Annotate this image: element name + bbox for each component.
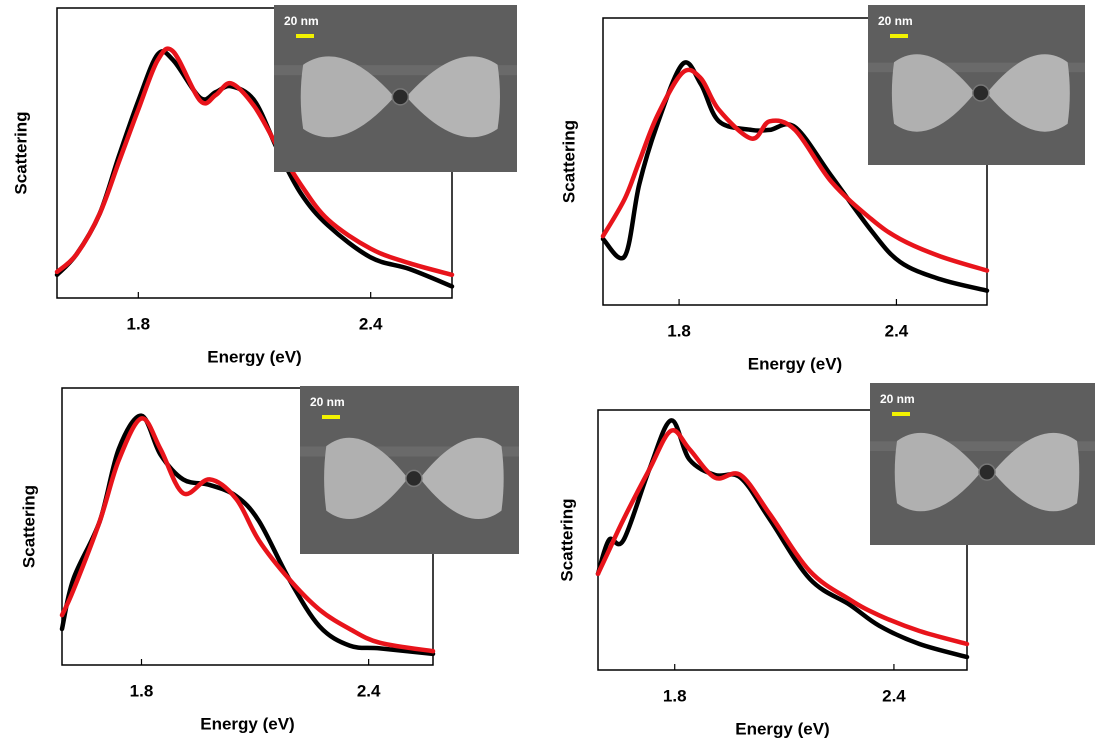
scale-bar-label: 20 nm: [880, 392, 915, 406]
nanoparticle-left: [891, 54, 975, 132]
spectrum-line: [600, 60, 990, 293]
nanoparticle-center: [391, 88, 410, 106]
y-axis-label: Scattering: [11, 111, 30, 194]
x-tick-label: 1.8: [663, 686, 687, 705]
scale-bar: [892, 412, 910, 416]
sem-inset: 20 nm: [870, 383, 1095, 545]
x-tick-label: 2.4: [882, 686, 906, 705]
x-tick-label: 1.8: [667, 321, 691, 340]
x-tick-label: 2.4: [357, 681, 381, 700]
x-tick-label: 2.4: [359, 314, 383, 333]
nanoparticle-left: [894, 432, 981, 512]
inset-strip: [868, 62, 1085, 73]
spectrum-line: [59, 416, 436, 654]
scale-bar: [296, 34, 314, 38]
sem-inset: 20 nm: [868, 5, 1085, 165]
scale-bar-label: 20 nm: [310, 395, 345, 409]
nanoparticle-center: [972, 84, 990, 102]
nanoparticle-left: [324, 437, 408, 520]
y-axis-label: Scattering: [19, 485, 38, 568]
x-tick-label: 2.4: [885, 321, 909, 340]
x-axis-label: Energy (eV): [200, 714, 294, 733]
y-axis-label: Scattering: [559, 120, 578, 203]
nanoparticle-right: [419, 437, 504, 520]
spectrum-line: [600, 67, 990, 273]
x-tick-label: 1.8: [130, 681, 154, 700]
spectrum-line: [595, 428, 970, 647]
x-tick-label: 1.8: [127, 314, 151, 333]
spectrum-line: [54, 46, 455, 278]
x-axis-label: Energy (eV): [748, 354, 842, 373]
nanoparticle-right: [993, 432, 1080, 512]
y-axis-label: Scattering: [557, 498, 576, 581]
nanoparticle-center: [405, 469, 423, 488]
nanoparticle-right: [986, 54, 1070, 132]
scale-bar-label: 20 nm: [284, 14, 319, 28]
inset-strip: [300, 446, 519, 457]
x-axis-label: Energy (eV): [735, 719, 829, 738]
sem-inset: 20 nm: [274, 5, 517, 172]
nanoparticle-left: [300, 56, 395, 138]
sem-inset: 20 nm: [300, 386, 519, 554]
scale-bar: [890, 34, 908, 38]
x-axis-label: Energy (eV): [207, 347, 301, 366]
nanoparticle-center: [978, 463, 996, 481]
inset-strip: [870, 441, 1095, 452]
scale-bar-label: 20 nm: [878, 14, 913, 28]
nanoparticle-right: [406, 56, 500, 138]
scale-bar: [322, 415, 340, 419]
inset-strip: [274, 65, 517, 76]
